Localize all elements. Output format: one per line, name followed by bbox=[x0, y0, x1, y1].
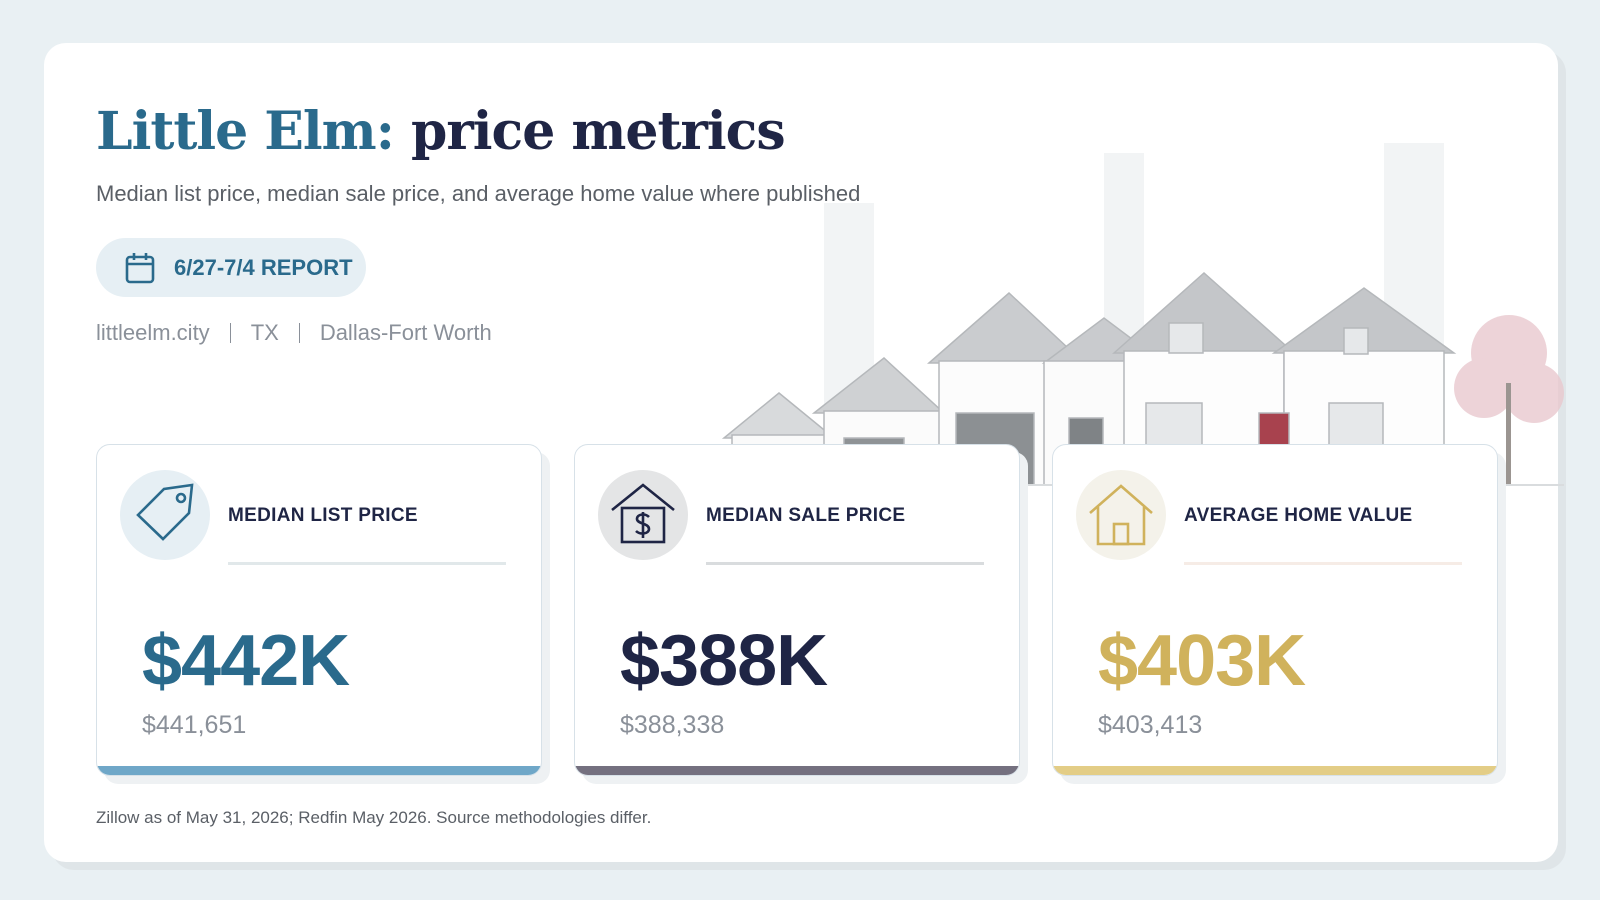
meta-region: Dallas-Fort Worth bbox=[319, 320, 492, 345]
meta-line: littleelm.city TX Dallas-Fort Worth bbox=[96, 320, 492, 346]
subtitle: Median list price, median sale price, an… bbox=[96, 181, 861, 206]
title-rest: price metrics bbox=[411, 101, 786, 162]
metric-card: MEDIAN LIST PRICE $442K $441,651 bbox=[96, 444, 542, 776]
page-title: Little Elm: price metrics bbox=[96, 101, 786, 162]
badge-text: 6/27-7/4 REPORT bbox=[174, 255, 353, 280]
report-panel: Little Elm: price metrics Median list pr… bbox=[44, 43, 1564, 862]
separator bbox=[298, 323, 300, 343]
sale-house-icon bbox=[598, 470, 688, 560]
divider bbox=[1184, 562, 1462, 565]
card-value: $403K bbox=[1098, 621, 1306, 701]
card-value: $388K bbox=[620, 621, 828, 701]
card-label: MEDIAN LIST PRICE bbox=[228, 505, 418, 526]
accent-bar bbox=[1053, 766, 1497, 775]
card-exact: $441,651 bbox=[142, 711, 247, 739]
footer-note: Zillow as of May 31, 2026; Redfin May 20… bbox=[96, 808, 652, 827]
card-exact: $388,338 bbox=[620, 711, 725, 739]
tag-icon bbox=[120, 470, 210, 560]
meta-site: littleelm.city bbox=[96, 320, 210, 345]
accent-bar bbox=[97, 766, 541, 775]
divider bbox=[706, 562, 984, 565]
accent-bar bbox=[575, 766, 1019, 775]
card-exact: $403,413 bbox=[1098, 711, 1203, 739]
home-icon bbox=[1076, 470, 1166, 560]
calendar-icon bbox=[125, 253, 155, 284]
meta-state: TX bbox=[250, 320, 279, 345]
card-value: $442K bbox=[142, 621, 350, 701]
report-badge: 6/27-7/4 REPORT bbox=[96, 238, 366, 297]
separator bbox=[229, 323, 231, 343]
title-place: Little Elm: bbox=[96, 101, 395, 162]
card-label: MEDIAN SALE PRICE bbox=[706, 505, 906, 526]
metric-card: AVERAGE HOME VALUE $403K $403,413 bbox=[1052, 444, 1498, 776]
house-illustration bbox=[684, 143, 1564, 493]
divider bbox=[228, 562, 506, 565]
card-label: AVERAGE HOME VALUE bbox=[1184, 505, 1413, 526]
metric-card: MEDIAN SALE PRICE $388K $388,338 bbox=[574, 444, 1020, 776]
